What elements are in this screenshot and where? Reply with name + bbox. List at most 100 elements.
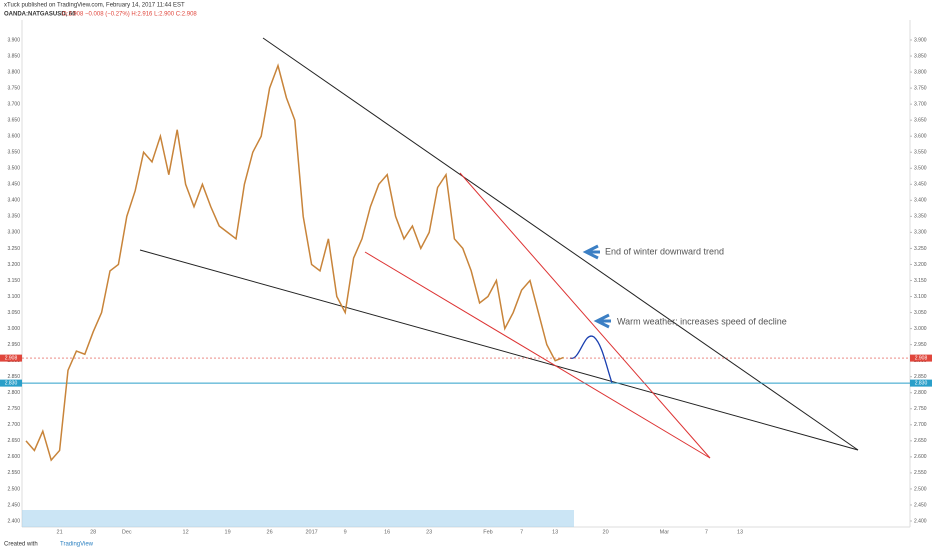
y-tick-label: 3.100 [914,294,927,300]
level-line-box [0,379,22,387]
y-tick-label: 3.000 [7,326,20,332]
last-price-label: 2.908 [915,355,928,361]
y-tick-label: 3.050 [7,310,20,316]
annotation: Warm weather; increases speed of decline [617,316,787,326]
y-tick-label: 3.750 [914,85,927,91]
y-tick-label: 3.200 [7,262,20,268]
x-tick-label: Feb [483,529,492,535]
y-tick-label: 2.650 [914,438,927,444]
x-tick-label: 9 [344,529,347,535]
y-tick-label: 2.400 [914,518,927,524]
y-tick-label: 3.500 [914,166,927,172]
arrow [593,313,611,329]
x-tick-label: 28 [90,529,96,535]
y-tick-label: 2.850 [914,374,927,380]
y-tick-label: 2.500 [7,486,20,492]
y-tick-label: 3.600 [7,134,20,140]
y-tick-label: 2.850 [7,374,20,380]
y-tick-label: 3.050 [914,310,927,316]
y-tick-label: 2.600 [7,454,20,460]
trend-line [459,172,711,459]
x-tick-label: Dec [122,529,132,535]
y-tick-label: 3.400 [7,198,20,204]
y-tick-label: 3.500 [7,166,20,172]
y-tick-label: 3.650 [914,117,927,123]
y-tick-label: 3.400 [914,198,927,204]
last-price-label: 2.908 [5,355,18,361]
price-line [25,63,564,462]
y-tick-label: 3.800 [7,69,20,75]
arrow [582,244,600,260]
y-tick-label: 2.700 [914,422,927,428]
y-tick-label: 3.150 [7,278,20,284]
footer-brand: TradingView [60,542,94,548]
level-line-box [910,379,932,387]
published-line: xTuck published on TradingView.com, Febr… [4,3,185,9]
y-tick-label: 3.300 [7,230,20,236]
x-tick-label: 21 [57,529,63,535]
x-tick-label: 20 [603,529,609,535]
y-tick-label: 3.900 [7,37,20,43]
y-tick-label: 3.700 [7,101,20,107]
x-tick-label: 7 [520,529,523,535]
volume-strip [22,510,574,527]
x-tick-label: 12 [183,529,189,535]
y-tick-label: 3.450 [7,182,20,188]
ohlc: O:2.908 −0.008 (−0.27%) H:2.916 L:2.900 … [62,12,197,18]
y-tick-label: 3.350 [914,214,927,220]
y-tick-label: 2.750 [914,406,927,412]
y-tick-label: 2.450 [7,502,20,508]
y-tick-label: 3.600 [914,134,927,140]
y-tick-label: 3.250 [914,246,927,252]
trend-line [262,37,859,451]
y-tick-label: 3.000 [914,326,927,332]
x-tick-label: 16 [384,529,390,535]
y-tick-label: 2.700 [7,422,20,428]
x-tick-label: 13 [552,529,558,535]
y-tick-label: 2.550 [914,470,927,476]
y-tick-label: 3.450 [914,182,927,188]
footer-created: Created with [4,542,38,548]
level-line-label: 2.830 [915,380,928,386]
y-tick-label: 3.850 [7,53,20,59]
y-tick-label: 3.900 [914,37,927,43]
y-tick-label: 3.550 [7,150,20,156]
x-tick-label: 13 [737,529,743,535]
y-tick-label: 3.750 [7,85,20,91]
y-tick-label: 2.600 [914,454,927,460]
last-price-box [910,354,932,362]
y-tick-label: 3.300 [914,230,927,236]
y-tick-label: 2.400 [7,518,20,524]
y-tick-label: 3.550 [914,150,927,156]
x-tick-label: 19 [225,529,231,535]
y-tick-label: 2.500 [914,486,927,492]
y-tick-label: 2.450 [914,502,927,508]
x-tick-label: 26 [267,529,273,535]
y-tick-label: 3.700 [914,101,927,107]
y-tick-label: 3.100 [7,294,20,300]
y-tick-label: 3.350 [7,214,20,220]
annotation: End of winter downward trend [605,246,724,256]
y-tick-label: 2.550 [7,470,20,476]
y-tick-label: 3.250 [7,246,20,252]
y-tick-label: 2.800 [7,390,20,396]
y-tick-label: 3.850 [914,53,927,59]
y-tick-label: 2.950 [914,342,927,348]
x-tick-label: Mar [660,529,670,535]
y-tick-label: 3.800 [914,69,927,75]
level-line-label: 2.830 [5,380,18,386]
y-tick-label: 3.650 [7,117,20,123]
symbol: OANDA:NATGASUSD, 60 [4,12,76,18]
x-tick-label: 23 [426,529,432,535]
last-price-box [0,354,22,362]
y-tick-label: 2.750 [7,406,20,412]
y-tick-label: 2.800 [914,390,927,396]
y-tick-label: 3.200 [914,262,927,268]
y-tick-label: 2.650 [7,438,20,444]
projection-curve [569,335,613,384]
y-tick-label: 3.150 [914,278,927,284]
trend-line [364,251,711,459]
y-tick-label: 2.950 [7,342,20,348]
